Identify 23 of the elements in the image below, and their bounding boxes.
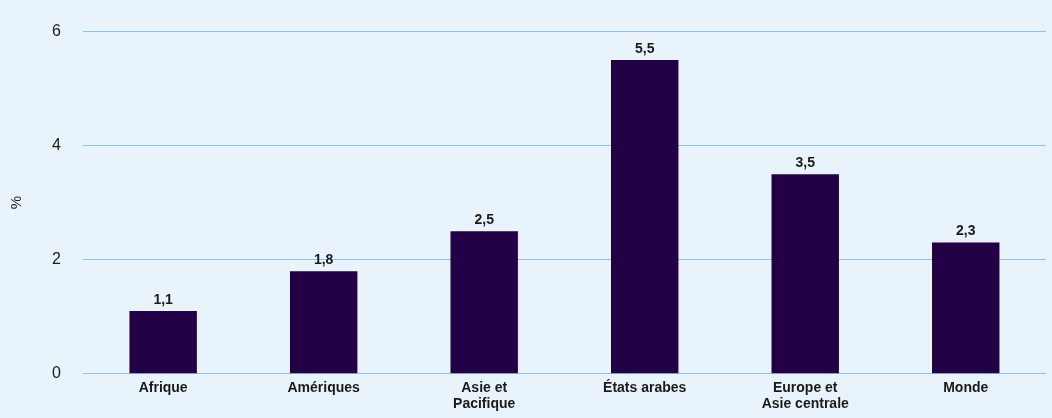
bar <box>129 311 197 374</box>
y-tick-label: 4 <box>51 136 61 154</box>
y-tick-label: 2 <box>51 250 61 268</box>
data-label: 2,3 <box>956 222 976 239</box>
data-label: 2,5 <box>474 211 495 228</box>
bar <box>932 242 1000 374</box>
data-label: 1,8 <box>313 251 334 267</box>
x-tick-label: Europe et Asie centrale <box>761 378 850 411</box>
bar <box>771 174 839 374</box>
x-tick-label: États arabes <box>603 378 687 395</box>
x-tick-label: Asie et Pacifique <box>453 378 516 411</box>
x-tick-label: Amériques <box>287 378 361 395</box>
data-label: 3,5 <box>795 154 816 171</box>
y-tick-label: 0 <box>51 364 61 382</box>
x-tick-label: Afrique <box>138 378 188 395</box>
x-tick-label: Monde <box>943 378 989 395</box>
y-tick-label: 6 <box>51 22 61 40</box>
bar <box>611 60 679 374</box>
bar <box>289 271 358 374</box>
data-label: 1,1 <box>153 290 174 307</box>
y-axis-title: % <box>7 196 25 210</box>
bar <box>450 231 518 374</box>
data-label: 5,5 <box>634 39 655 56</box>
